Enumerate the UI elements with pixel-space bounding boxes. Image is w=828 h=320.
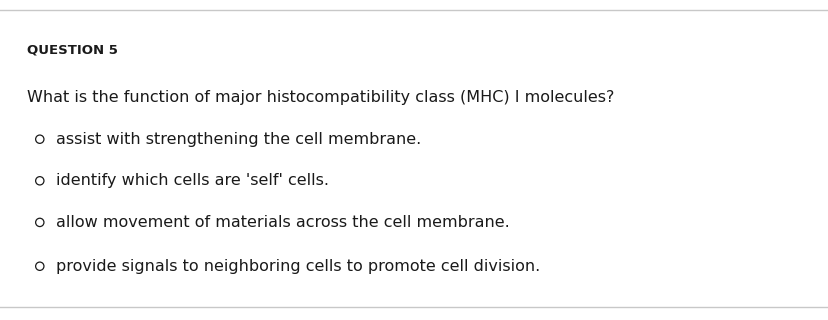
Text: QUESTION 5: QUESTION 5 [26,43,118,56]
Text: assist with strengthening the cell membrane.: assist with strengthening the cell membr… [56,132,421,147]
Text: provide signals to neighboring cells to promote cell division.: provide signals to neighboring cells to … [56,259,540,274]
Text: allow movement of materials across the cell membrane.: allow movement of materials across the c… [56,215,509,230]
Text: identify which cells are 'self' cells.: identify which cells are 'self' cells. [56,173,329,188]
Text: What is the function of major histocompatibility class (MHC) I molecules?: What is the function of major histocompa… [26,90,614,105]
